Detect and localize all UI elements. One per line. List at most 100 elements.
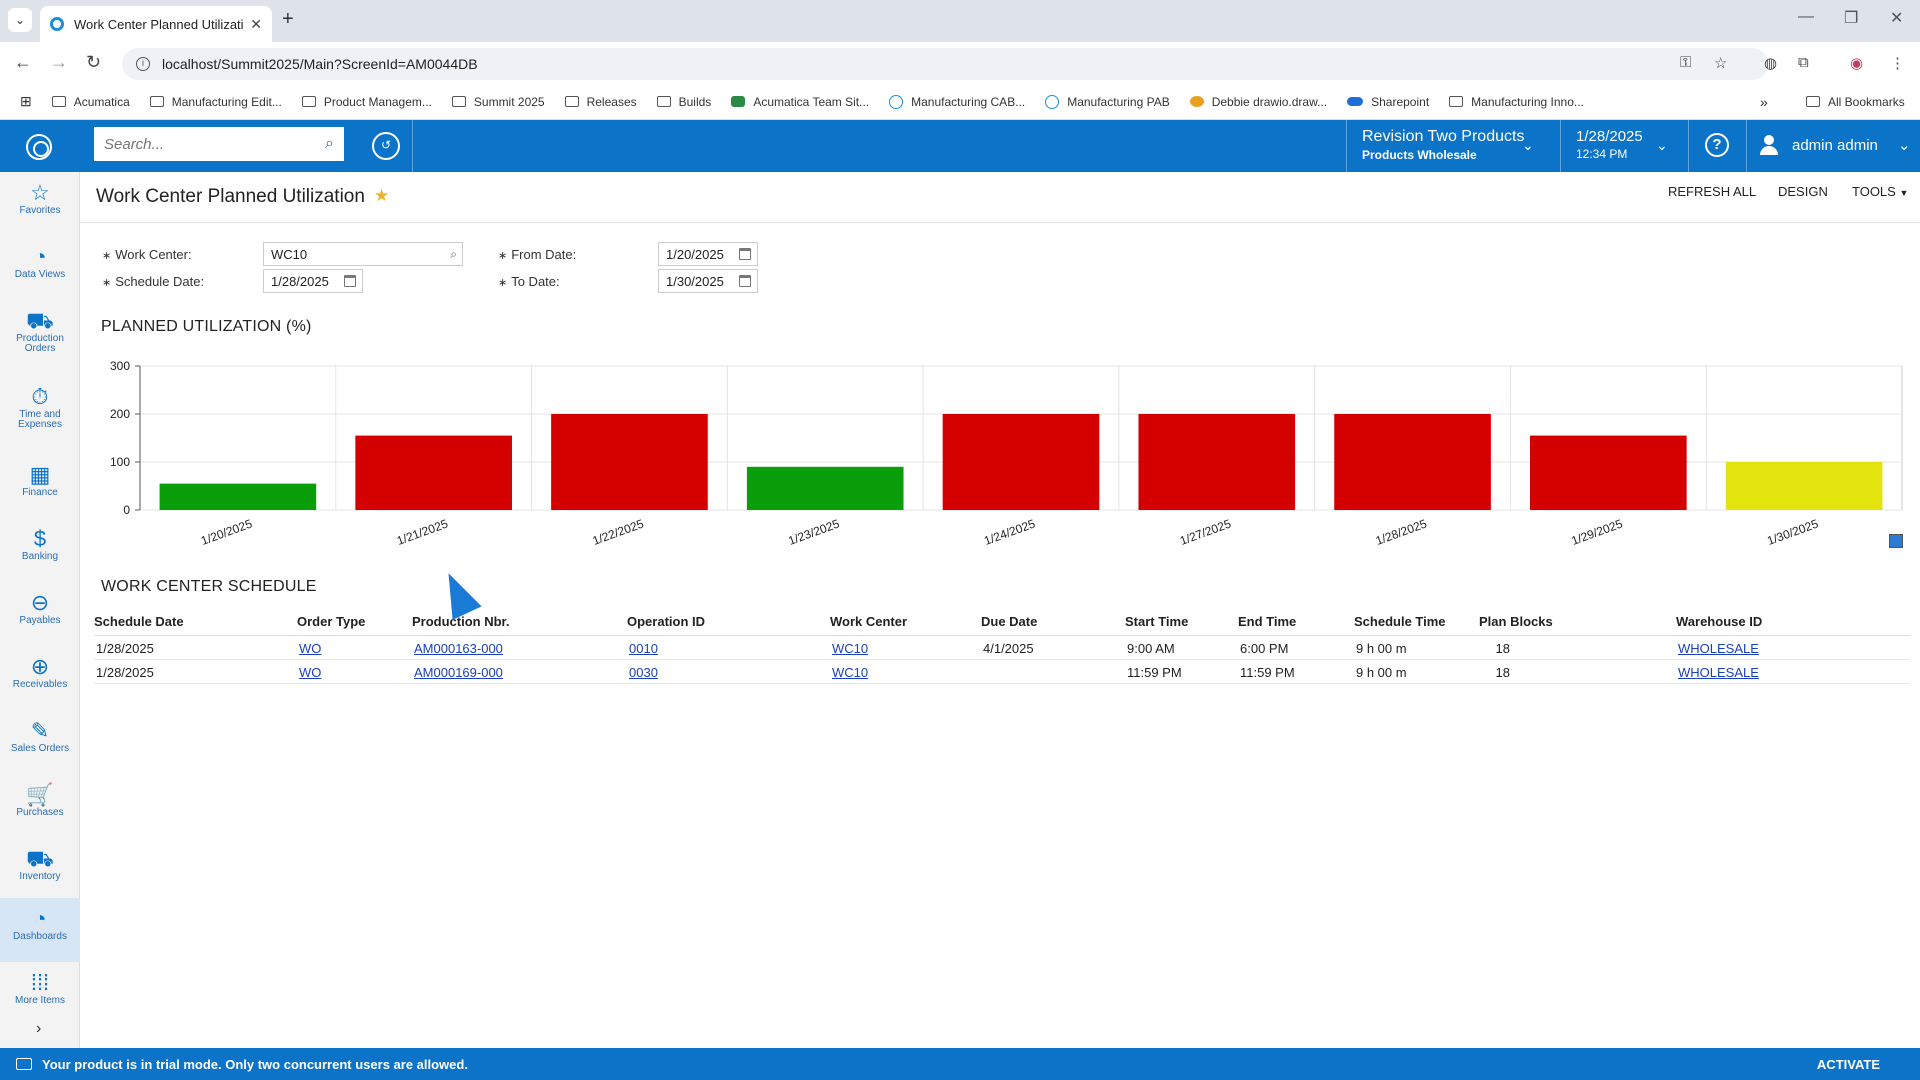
cell-link[interactable]: WC10 bbox=[832, 665, 869, 680]
column-header[interactable]: Order Type bbox=[297, 614, 366, 629]
design-button[interactable]: DESIGN bbox=[1778, 184, 1828, 199]
nav-item-finance[interactable]: ▦ Finance bbox=[0, 454, 80, 516]
bookmark-item[interactable]: Sharepoint bbox=[1347, 95, 1429, 109]
bookmark-item[interactable]: Manufacturing Edit... bbox=[149, 95, 282, 109]
nav-item-banking[interactable]: $ Banking bbox=[0, 518, 80, 580]
cell-link[interactable]: WO bbox=[299, 641, 322, 656]
favorite-star-icon[interactable]: ★ bbox=[374, 186, 390, 205]
bookmark-item[interactable]: Manufacturing CAB... bbox=[889, 94, 1025, 109]
column-header[interactable]: End Time bbox=[1238, 614, 1297, 629]
nav-item-data-views[interactable]: ◔ Data Views bbox=[0, 236, 80, 298]
column-header[interactable]: Schedule Date bbox=[94, 614, 184, 629]
nav-item-dashboards[interactable]: ◔ Dashboards bbox=[0, 898, 80, 962]
bookmark-item[interactable]: Product Managem... bbox=[301, 94, 432, 109]
lookup-search-icon[interactable]: ⌕ bbox=[450, 247, 457, 261]
calculator-icon: ▦ bbox=[29, 462, 51, 487]
cell-link[interactable]: 0010 bbox=[629, 641, 658, 656]
apps-grid-icon[interactable]: ⊞ bbox=[20, 93, 32, 109]
bookmark-item[interactable]: Acumatica Team Sit... bbox=[731, 95, 869, 109]
folder-icon bbox=[451, 96, 466, 107]
bookmark-item[interactable]: Releases bbox=[564, 94, 637, 109]
nav-item-sales-orders[interactable]: ✎ Sales Orders bbox=[0, 710, 80, 772]
profile-avatar-icon[interactable]: ◉ bbox=[1850, 55, 1864, 72]
nav-item-purchases[interactable]: 🛒 Purchases bbox=[0, 774, 80, 836]
activate-button[interactable]: ACTIVATE bbox=[1816, 1057, 1880, 1072]
expand-nav-icon[interactable]: › bbox=[36, 1020, 42, 1037]
from-date-field[interactable]: 1/20/2025 bbox=[658, 242, 758, 266]
table-row[interactable]: 1/28/2025 WO AM000163-000 0010 WC10 4/1/2025 9… bbox=[94, 636, 1910, 660]
bookmark-item[interactable]: Debbie drawio.draw... bbox=[1189, 95, 1327, 109]
table-row[interactable]: 1/28/2025 WO AM000169-000 0030 WC10 11:59 PM 1… bbox=[94, 660, 1910, 684]
restore-icon[interactable]: ❐ bbox=[1844, 10, 1859, 27]
tab-search-button[interactable]: ⌄ bbox=[8, 8, 32, 32]
nav-item-more-items[interactable]: ⁞⁞⁞ More Items bbox=[0, 962, 80, 1024]
chart-export-icon[interactable] bbox=[1889, 534, 1903, 548]
work-center-field[interactable]: WC10 ⌕ bbox=[263, 242, 463, 266]
bookmark-star-icon[interactable]: ☆ bbox=[1714, 55, 1728, 72]
column-header[interactable]: Due Date bbox=[981, 614, 1038, 629]
column-header[interactable]: Work Center bbox=[830, 614, 908, 629]
bookmark-item[interactable]: Acumatica bbox=[51, 95, 130, 109]
search-icon[interactable]: ⌕ bbox=[325, 135, 334, 152]
search-input[interactable] bbox=[104, 135, 326, 153]
close-tab-icon[interactable]: ✕ bbox=[250, 15, 262, 32]
reload-icon[interactable]: ↻ bbox=[86, 52, 102, 72]
bookmark-item[interactable]: Manufacturing Inno... bbox=[1449, 95, 1584, 109]
acumatica-logo-icon[interactable] bbox=[26, 134, 52, 160]
company-selector[interactable]: Revision Two Products Products Wholesale bbox=[1362, 128, 1524, 162]
forward-icon[interactable]: → bbox=[50, 52, 68, 72]
all-bookmarks[interactable]: All Bookmarks bbox=[1806, 95, 1905, 109]
column-header[interactable]: Plan Blocks bbox=[1479, 614, 1553, 629]
address-bar[interactable]: i localhost/Summit2025/Main?ScreenId=AM0… bbox=[122, 48, 1768, 80]
site-info-icon[interactable]: i bbox=[136, 57, 150, 71]
minimize-icon[interactable]: — bbox=[1798, 8, 1814, 25]
column-header[interactable]: Start Time bbox=[1125, 614, 1189, 629]
puzzle-icon[interactable]: ⧉ bbox=[1798, 54, 1809, 71]
back-icon[interactable]: ← bbox=[14, 52, 32, 72]
nav-item-favorites[interactable]: ☆ Favorites bbox=[0, 172, 80, 234]
column-header[interactable]: Operation ID bbox=[627, 614, 706, 629]
chevron-down-icon[interactable]: ⌄ bbox=[1522, 137, 1534, 153]
cell-link[interactable]: WHOLESALE bbox=[1678, 641, 1759, 656]
help-icon[interactable]: ? bbox=[1705, 133, 1729, 157]
column-header[interactable]: Production Nbr. bbox=[412, 614, 510, 629]
bookmark-label: Product Managem... bbox=[323, 94, 432, 109]
calendar-icon[interactable] bbox=[344, 275, 356, 287]
cell-link[interactable]: 0030 bbox=[629, 665, 658, 680]
to-date-field[interactable]: 1/30/2025 bbox=[658, 269, 758, 293]
cell-link[interactable]: AM000163-000 bbox=[414, 641, 503, 656]
nav-item-time-and-expenses[interactable]: ⏱ Time and Expenses bbox=[0, 376, 80, 438]
column-header[interactable]: Schedule Time bbox=[1354, 614, 1446, 629]
cell-link[interactable]: AM000169-000 bbox=[414, 665, 503, 680]
more-bookmarks-icon[interactable]: » bbox=[1760, 93, 1768, 110]
nav-item-production-orders[interactable]: ⛟ Production Orders bbox=[0, 300, 80, 362]
bookmark-item[interactable]: Manufacturing PAB bbox=[1045, 94, 1170, 109]
extension-icon[interactable]: ◍ bbox=[1764, 55, 1778, 72]
bookmark-item[interactable]: Builds bbox=[656, 95, 711, 109]
bookmark-label: Releases bbox=[586, 94, 637, 109]
column-header[interactable]: Warehouse ID bbox=[1676, 614, 1763, 629]
calendar-icon[interactable] bbox=[739, 275, 751, 287]
cell-value: 6:00 PM bbox=[1240, 641, 1289, 656]
calendar-icon[interactable] bbox=[739, 248, 751, 260]
browser-tab[interactable]: Work Center Planned Utilization ✕ bbox=[40, 6, 272, 42]
close-window-icon[interactable]: ✕ bbox=[1890, 10, 1904, 27]
password-key-icon[interactable]: ⚿ bbox=[1680, 54, 1692, 71]
cell-link[interactable]: WC10 bbox=[832, 641, 869, 656]
recent-history-icon[interactable]: ↺ bbox=[372, 132, 400, 160]
cell-link[interactable]: WHOLESALE bbox=[1678, 665, 1759, 680]
nav-item-payables[interactable]: ⊖ Payables bbox=[0, 582, 80, 644]
refresh-all-button[interactable]: REFRESH ALL bbox=[1668, 184, 1757, 199]
new-tab-button[interactable]: + bbox=[282, 8, 294, 30]
cell-link[interactable]: WO bbox=[299, 665, 322, 680]
tools-button[interactable]: TOOLS ▼ bbox=[1852, 184, 1908, 199]
schedule-date-field[interactable]: 1/28/2025 bbox=[263, 269, 363, 293]
bookmark-item[interactable]: Summit 2025 bbox=[451, 95, 545, 109]
business-date-selector[interactable]: 1/28/2025 12:34 PM bbox=[1576, 128, 1643, 161]
chevron-down-icon[interactable]: ⌄ bbox=[1656, 137, 1668, 153]
search-box[interactable]: ⌕ bbox=[94, 127, 344, 161]
user-menu[interactable]: admin admin ⌄ bbox=[1760, 135, 1910, 155]
nav-item-receivables[interactable]: ⊕ Receivables bbox=[0, 646, 80, 708]
nav-item-inventory[interactable]: ⛟ Inventory bbox=[0, 838, 80, 900]
browser-menu-icon[interactable]: ⋮ bbox=[1890, 55, 1905, 72]
